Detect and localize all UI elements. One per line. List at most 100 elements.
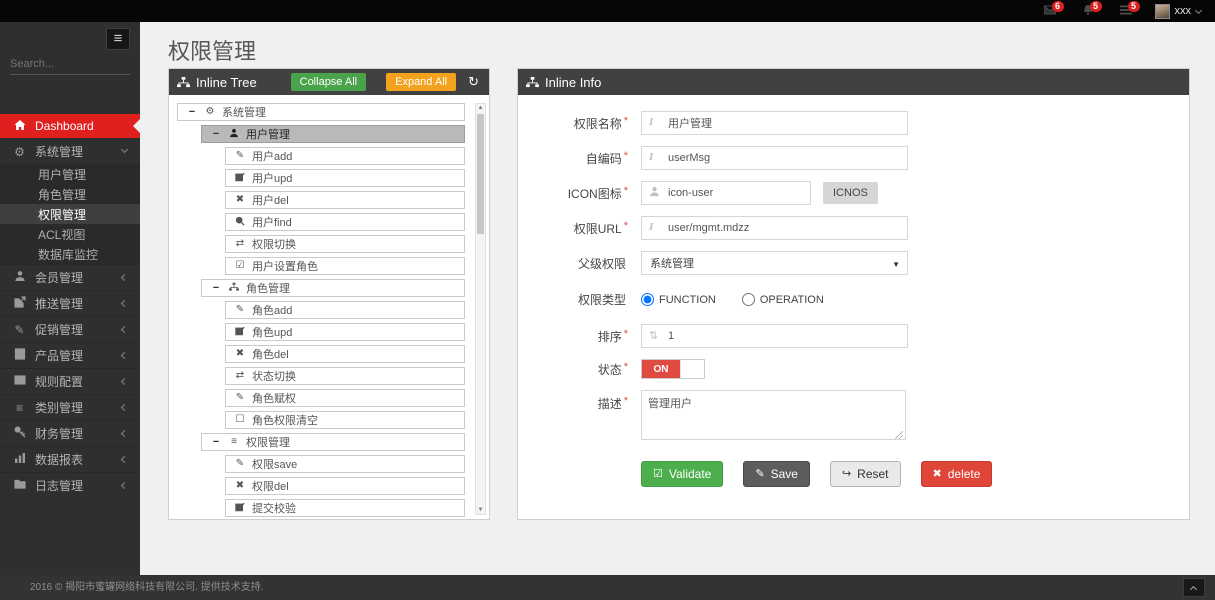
tree-node[interactable]: ✖ 角色del bbox=[225, 345, 465, 363]
user-menu[interactable]: xxx bbox=[1154, 3, 1203, 19]
function-radio[interactable] bbox=[641, 293, 654, 306]
toggle-handle[interactable] bbox=[680, 360, 704, 378]
parent-permission-select[interactable]: 系统管理 ▼ bbox=[641, 251, 908, 275]
user-icon bbox=[228, 128, 240, 141]
sidebar-item-permission-mgmt[interactable]: 权限管理 bbox=[0, 204, 140, 224]
chevron-left-icon bbox=[120, 403, 129, 412]
sidebar-item-label: 会员管理 bbox=[35, 271, 84, 285]
sidebar-item-logs[interactable]: 日志管理 bbox=[0, 472, 140, 498]
radio-function[interactable]: FUNCTION bbox=[641, 293, 716, 306]
minus-toggle-icon[interactable]: − bbox=[212, 128, 220, 140]
tree-node[interactable]: − ≡ 权限管理 bbox=[201, 433, 465, 451]
field-label: 权限类型 bbox=[577, 293, 626, 307]
tree-node[interactable]: ☑ 用户设置角色 bbox=[225, 257, 465, 275]
square-icon: ☐ bbox=[235, 414, 245, 425]
sidebar-toggle-button[interactable]: ≡ bbox=[106, 28, 130, 50]
x-icon: ✖ bbox=[235, 348, 245, 359]
icon-input[interactable] bbox=[641, 181, 811, 205]
save-button[interactable]: ✎ Save bbox=[743, 461, 810, 487]
tree-node-label: 角色upd bbox=[252, 327, 293, 339]
permission-name-input[interactable] bbox=[641, 111, 908, 135]
minus-toggle-icon[interactable]: − bbox=[212, 282, 220, 294]
tree-node[interactable]: ✖ 权限del bbox=[225, 477, 465, 495]
tree-node-label: 系统管理 bbox=[222, 107, 266, 119]
tree-node[interactable]: ✖ 用户del bbox=[225, 191, 465, 209]
pencil-icon: ✎ bbox=[235, 304, 245, 315]
tree-node[interactable]: 角色upd bbox=[225, 323, 465, 341]
sidebar-item-label: 类别管理 bbox=[35, 401, 84, 415]
collapse-all-button[interactable]: Collapse All bbox=[290, 73, 367, 91]
sidebar-item-rules[interactable]: 规则配置 bbox=[0, 368, 140, 394]
permission-url-input[interactable] bbox=[641, 216, 908, 240]
messages-menu[interactable]: 6 bbox=[1041, 1, 1064, 18]
radio-operation[interactable]: OPERATION bbox=[741, 293, 824, 306]
sort-input[interactable] bbox=[641, 324, 908, 348]
reset-button[interactable]: ↪ Reset bbox=[829, 461, 901, 487]
sidebar-item-dashboard[interactable]: Dashboard bbox=[0, 114, 140, 138]
scroll-down-arrow-icon[interactable]: ▼ bbox=[477, 507, 484, 513]
edit-icon bbox=[234, 326, 246, 339]
description-textarea[interactable]: 管理用户 bbox=[641, 390, 906, 440]
tree-node[interactable]: ⇄ 状态切换 bbox=[225, 367, 465, 385]
chevron-left-icon bbox=[120, 377, 129, 386]
minus-toggle-icon[interactable]: − bbox=[188, 106, 196, 118]
notifications-menu[interactable]: 5 bbox=[1079, 1, 1102, 18]
status-toggle[interactable]: ON bbox=[641, 359, 705, 379]
chevron-left-icon bbox=[120, 481, 129, 490]
selected-option: 系统管理 bbox=[650, 258, 694, 270]
tree-node[interactable]: ☐ 角色权限清空 bbox=[225, 411, 465, 429]
tasks-menu[interactable]: 5 bbox=[1117, 1, 1140, 18]
sidebar-item-push[interactable]: 推送管理 bbox=[0, 290, 140, 316]
sidebar-item-db-monitor[interactable]: 数据库监控 bbox=[38, 247, 99, 262]
refresh-icon[interactable]: ↻ bbox=[468, 74, 479, 89]
expand-all-button[interactable]: Expand All bbox=[386, 73, 457, 91]
resize-grip[interactable] bbox=[895, 431, 903, 439]
tree-node[interactable]: ✎ 权限save bbox=[225, 455, 465, 473]
tree-node[interactable]: − 角色管理 bbox=[201, 279, 465, 297]
validate-button[interactable]: ☑ Validate bbox=[641, 461, 724, 487]
sidebar-item-category[interactable]: ≡ 类别管理 bbox=[0, 394, 140, 420]
tree-node-label: 提交校验 bbox=[252, 503, 296, 515]
sidebar-item-system[interactable]: ⚙ 系统管理 bbox=[0, 138, 140, 164]
sidebar-item-member[interactable]: 会员管理 bbox=[0, 264, 140, 290]
tree-node-label: 角色权限清空 bbox=[252, 415, 318, 427]
tree-node[interactable]: 用户upd bbox=[225, 169, 465, 187]
minus-toggle-icon[interactable]: − bbox=[212, 436, 220, 448]
tree-scrollbar[interactable]: ▲ ▼ bbox=[475, 103, 486, 515]
required-mark: * bbox=[623, 149, 628, 162]
sidebar-item-user-mgmt[interactable]: 用户管理 bbox=[38, 167, 87, 182]
sidebar-item-promo[interactable]: ✎ 促销管理 bbox=[0, 316, 140, 342]
delete-button[interactable]: ✖ delete bbox=[920, 461, 993, 487]
edit-icon bbox=[234, 172, 246, 185]
sidebar-item-product[interactable]: 产品管理 bbox=[0, 342, 140, 368]
required-mark: * bbox=[623, 360, 628, 373]
tree-node[interactable]: − 用户管理 bbox=[201, 125, 465, 143]
sidebar-item-role-mgmt[interactable]: 角色管理 bbox=[38, 187, 87, 202]
search-input[interactable] bbox=[10, 58, 152, 70]
sidebar-item-reports[interactable]: 数据报表 bbox=[0, 446, 140, 472]
operation-radio[interactable] bbox=[741, 293, 755, 306]
code-input[interactable] bbox=[641, 146, 908, 170]
scroll-up-arrow-icon[interactable]: ▲ bbox=[477, 105, 484, 111]
tree-node[interactable]: ⇄ 权限切换 bbox=[225, 235, 465, 253]
tree-node-label: 用户upd bbox=[252, 173, 293, 185]
sidebar-item-finance[interactable]: 财务管理 bbox=[0, 420, 140, 446]
tree-node-label: 用户find bbox=[252, 217, 292, 229]
search-icon bbox=[234, 216, 246, 229]
sidebar-menu: Dashboard ⚙ 系统管理 用户管理 角色管理 权限管理 ACL视图 数据… bbox=[0, 114, 140, 498]
edit-icon bbox=[234, 502, 246, 515]
tree-node[interactable]: ✎ 角色add bbox=[225, 301, 465, 319]
tree-node[interactable]: 用户find bbox=[225, 213, 465, 231]
tree-node[interactable]: ✎ 角色赋权 bbox=[225, 389, 465, 407]
tree-node[interactable]: 提交校验 bbox=[225, 499, 465, 517]
toggle-on-segment[interactable]: ON bbox=[642, 360, 680, 378]
page-title: 权限管理 bbox=[168, 39, 257, 64]
tree-node[interactable]: ✎ 用户add bbox=[225, 147, 465, 165]
tree-node[interactable]: − ⚙ 系统管理 bbox=[177, 103, 465, 121]
icnos-button[interactable]: ICNOS bbox=[823, 182, 878, 204]
scroll-to-top-button[interactable] bbox=[1183, 578, 1205, 597]
sidebar-item-label: 促销管理 bbox=[35, 323, 84, 337]
sidebar-item-acl-view[interactable]: ACL视图 bbox=[38, 227, 86, 242]
tree-node-label: 权限save bbox=[252, 459, 298, 471]
scrollbar-thumb[interactable] bbox=[477, 114, 484, 234]
